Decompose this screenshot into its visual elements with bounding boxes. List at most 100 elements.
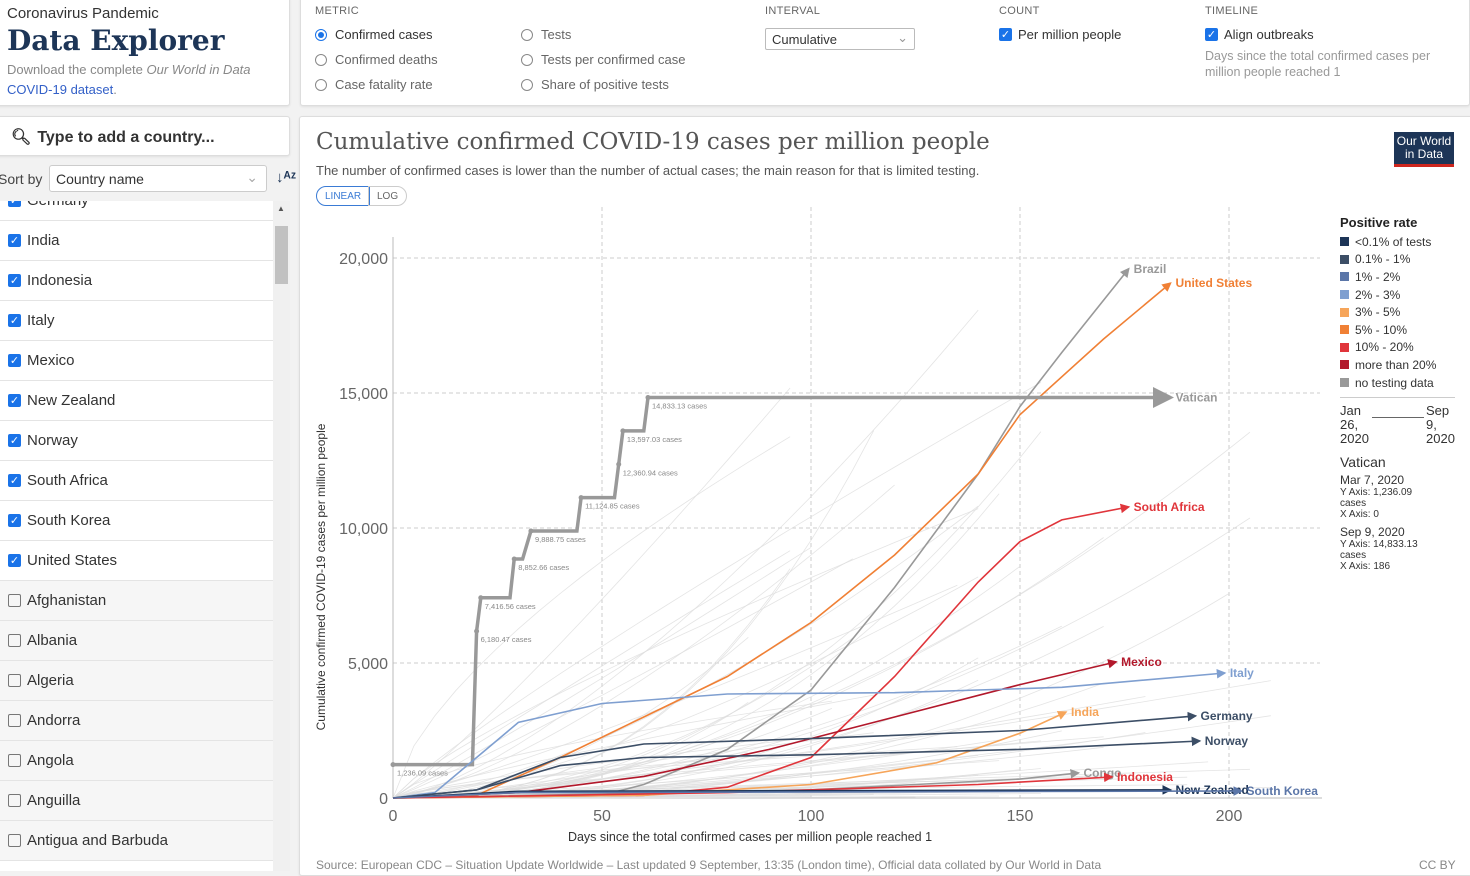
checkbox-icon[interactable]: ✓ (8, 354, 21, 367)
owid-logo[interactable]: Our World in Data (1394, 132, 1454, 167)
radio-icon[interactable] (315, 28, 327, 41)
background-country-line (392, 387, 791, 799)
country-list-scrollbar[interactable]: ▲ (273, 201, 290, 871)
radio-icon[interactable] (521, 28, 533, 41)
checkbox-icon[interactable] (8, 794, 21, 807)
country-item[interactable]: Algeria (0, 661, 273, 701)
checkbox-icon[interactable] (8, 674, 21, 687)
sort-alpha-icon[interactable]: ↓ᴬᶻ (276, 169, 297, 186)
background-country-line (392, 700, 832, 799)
series-line-vatican (393, 387, 1174, 767)
checkbox-icon[interactable]: ✓ (1205, 28, 1218, 41)
chevron-down-icon: ⌄ (246, 169, 258, 185)
metric-option[interactable]: Tests (521, 27, 571, 42)
brand-header: Coronavirus Pandemic Data Explorer Downl… (0, 0, 290, 106)
radio-icon[interactable] (521, 53, 533, 66)
checkbox-icon[interactable]: ✓ (8, 474, 21, 487)
country-item[interactable]: ✓ Indonesia (0, 261, 273, 301)
metric-option[interactable]: Case fatality rate (315, 77, 433, 92)
y-tick-label: 20,000 (339, 251, 388, 268)
checkbox-icon[interactable]: ✓ (8, 554, 21, 567)
scrollbar-thumb[interactable] (275, 226, 288, 284)
metric-option-label: Tests per confirmed case (541, 52, 686, 67)
legend-item[interactable]: 2% - 3% (1340, 286, 1470, 304)
country-name: Italy (27, 312, 55, 329)
scroll-up-icon[interactable]: ▲ (277, 204, 285, 213)
series-line-norway (392, 736, 1202, 799)
legend-item[interactable]: 0.1% - 1% (1340, 251, 1470, 269)
country-item[interactable]: Antigua and Barbuda (0, 821, 273, 861)
dataset-link[interactable]: COVID-19 dataset (7, 82, 114, 97)
timeline-label: TIMELINE (1205, 5, 1259, 17)
data-label: 9,888.75 cases (535, 535, 586, 544)
license[interactable]: CC BY (1419, 858, 1456, 872)
legend-item[interactable]: 5% - 10% (1340, 321, 1470, 339)
checkbox-icon[interactable]: ✓ (8, 234, 21, 247)
country-item[interactable]: ✓ Italy (0, 301, 273, 341)
per-million-checkbox[interactable]: ✓ Per million people (999, 27, 1121, 42)
checkbox-icon[interactable] (8, 834, 21, 847)
country-item[interactable]: Albania (0, 621, 273, 661)
checkbox-icon[interactable]: ✓ (8, 514, 21, 527)
series-label: New Zealand (1175, 783, 1248, 797)
background-country-line (392, 550, 791, 799)
timeline-start: Jan 26, 2020 (1340, 403, 1369, 447)
hover-country: Vatican (1340, 454, 1386, 471)
log-toggle[interactable]: LOG (368, 186, 408, 206)
background-country-line (392, 430, 875, 799)
country-name: South Africa (27, 472, 108, 489)
metric-option[interactable]: Confirmed cases (315, 27, 433, 42)
radio-icon[interactable] (521, 78, 533, 91)
country-item[interactable]: ✓ Norway (0, 421, 273, 461)
timeline-slider[interactable]: Jan 26, 2020 Sep 9, 2020 (1340, 404, 1470, 448)
checkbox-icon[interactable]: ✓ (8, 434, 21, 447)
x-tick-label: 150 (1007, 808, 1034, 825)
metric-option[interactable]: Share of positive tests (521, 77, 669, 92)
legend-item[interactable]: <0.1% of tests (1340, 233, 1470, 251)
radio-icon[interactable] (315, 53, 327, 66)
country-search-input[interactable]: 🔍︎ Type to add a country... (0, 116, 290, 156)
align-outbreaks-checkbox[interactable]: ✓ Align outbreaks (1205, 27, 1314, 42)
legend-item[interactable]: no testing data (1340, 374, 1470, 392)
series-line-indonesia (392, 772, 1114, 799)
country-item[interactable]: ✓ India (0, 221, 273, 261)
metric-option[interactable]: Tests per confirmed case (521, 52, 686, 67)
country-item[interactable]: ✓ South Korea (0, 501, 273, 541)
checkbox-icon[interactable] (8, 754, 21, 767)
legend-label: no testing data (1355, 375, 1434, 390)
legend-item[interactable]: 10% - 20% (1340, 339, 1470, 357)
country-item[interactable]: ✓ New Zealand (0, 381, 273, 421)
interval-select[interactable]: Cumulative ⌄ (765, 28, 915, 50)
country-item[interactable]: ✓ Mexico (0, 341, 273, 381)
checkbox-icon[interactable]: ✓ (8, 274, 21, 287)
checkbox-icon[interactable]: ✓ (8, 201, 21, 207)
metric-option[interactable]: Confirmed deaths (315, 52, 438, 67)
sort-select[interactable]: Country name ⌄ (49, 165, 267, 192)
checkbox-icon[interactable] (8, 714, 21, 727)
country-item[interactable]: ✓ South Africa (0, 461, 273, 501)
country-name: South Korea (27, 512, 111, 529)
chart-plot: 0 5,000 10,000 15,000 20,000 0 50 100 150 200 Days… (314, 207, 1322, 844)
country-item[interactable]: Andorra (0, 701, 273, 741)
checkbox-icon[interactable] (8, 594, 21, 607)
country-item[interactable]: ✓ United States (0, 541, 273, 581)
checkbox-icon[interactable] (8, 634, 21, 647)
legend-item[interactable]: 1% - 2% (1340, 268, 1470, 286)
hover-point: Mar 7, 2020 Y Axis: 1,236.09 cases X Axis:… (1340, 474, 1470, 521)
legend-swatch (1340, 307, 1349, 317)
checkbox-icon[interactable]: ✓ (8, 394, 21, 407)
checkbox-icon[interactable]: ✓ (8, 314, 21, 327)
legend-item[interactable]: more than 20% (1340, 356, 1470, 374)
radio-icon[interactable] (315, 78, 327, 91)
data-point (645, 395, 651, 401)
legend-swatch (1340, 360, 1349, 370)
x-tick-label: 100 (798, 808, 825, 825)
country-item[interactable]: Angola (0, 741, 273, 781)
background-country-line (392, 746, 958, 799)
country-item[interactable]: Anguilla (0, 781, 273, 821)
legend-item[interactable]: 3% - 5% (1340, 303, 1470, 321)
country-item[interactable]: ✓ Germany (0, 201, 273, 221)
checkbox-icon[interactable]: ✓ (999, 28, 1012, 41)
country-item[interactable]: Afghanistan (0, 581, 273, 621)
timeline-track[interactable] (1372, 417, 1424, 419)
